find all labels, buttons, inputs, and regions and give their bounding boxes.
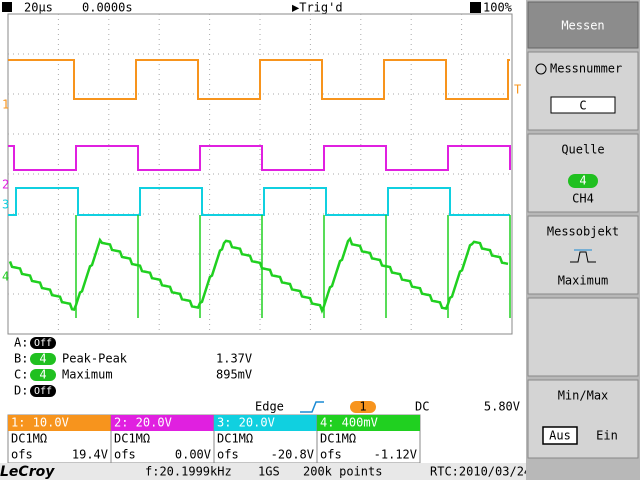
channel-coupling: DC1MΩ (320, 432, 356, 446)
offset-label: ofs (114, 448, 136, 462)
channel-marker: 3 (2, 198, 9, 212)
menu-value: C (579, 99, 586, 113)
measurements: A: Off B: 4 Peak-Peak 1.37V C: 4 Maximum… (14, 336, 252, 398)
slot: D: (14, 384, 28, 398)
delay: 0.0000s (82, 1, 133, 15)
trigger-level: 5.80V (484, 400, 520, 414)
value: 1.37V (216, 352, 252, 366)
option: Aus (549, 429, 571, 443)
off-pill (30, 337, 56, 349)
menu-item[interactable] (527, 51, 639, 131)
menu-value: CH4 (572, 192, 594, 206)
name: Peak-Peak (62, 352, 128, 366)
menu-item[interactable] (527, 133, 639, 213)
channel-scale: 3: 20.0V (217, 416, 275, 430)
status-bar: 20µs 0.0000s ▶Trig'd 100% (2, 1, 513, 22)
channel-boxes: 1: 10.0V DC1MΩ ofs 19.4V 2: 20.0V DC1MΩ ofs 0.0… (7, 414, 421, 464)
zoom-icon (470, 2, 481, 13)
off-pill (30, 385, 56, 397)
state: Off (34, 386, 52, 397)
channel-marker: 4 (2, 270, 9, 284)
option-selected[interactable] (542, 426, 578, 445)
trigger-level-marker: T (514, 83, 521, 97)
channel-header (111, 415, 214, 431)
waveform-ch2 (8, 145, 511, 171)
menu-channel: 4 (579, 174, 586, 188)
timebase-icon (2, 2, 12, 12)
value-box (550, 96, 616, 114)
knob-icon (535, 63, 547, 75)
footer-bg (0, 463, 640, 480)
menu-label: Messobjekt (547, 225, 619, 239)
object-icon (570, 251, 596, 263)
channel-offset: -1.12V (374, 448, 417, 462)
edge-icon (300, 401, 324, 413)
channel-header (8, 415, 111, 431)
trigger-state: ▶Trig'd (292, 1, 343, 15)
trigger-type: Edge (255, 400, 284, 414)
channel-offset: -20.8V (271, 448, 314, 462)
channel-marker: 1 (2, 98, 9, 112)
waveform-ch1 (8, 59, 510, 100)
menu-item[interactable] (527, 379, 639, 459)
offset-label: ofs (217, 448, 239, 462)
channel: 4 (39, 368, 46, 382)
channel-pill (30, 353, 56, 365)
name: Maximum (62, 368, 113, 382)
timebase: 20µs (24, 1, 53, 15)
channel-offset: 0.00V (175, 448, 211, 462)
record-length: 200k points (303, 465, 382, 479)
offset-label: ofs (11, 448, 33, 462)
waveform-ch4 (8, 236, 509, 314)
trigger-coupling: DC (415, 400, 429, 414)
trigger-source: 1 (359, 400, 366, 414)
value: 895mV (216, 368, 252, 382)
menu-item-empty[interactable] (527, 297, 639, 377)
channel-pill (30, 369, 56, 381)
channel-offset: 19.4V (72, 448, 108, 462)
channel-scale: 1: 10.0V (11, 416, 69, 430)
state: Off (34, 338, 52, 349)
channel-coupling: DC1MΩ (11, 432, 47, 446)
channel-marker: 2 (2, 178, 9, 192)
channel-header (317, 415, 420, 431)
channel-scale: 4: 400mV (320, 416, 378, 430)
menu-value: Maximum (558, 274, 609, 288)
source-pill (350, 401, 376, 413)
menu-label: Messnummer (550, 62, 622, 76)
plot-area (7, 13, 573, 335)
channel-header (214, 415, 317, 431)
slot: A: (14, 336, 28, 350)
zoom: 100% (483, 1, 513, 15)
channel: 4 (39, 352, 46, 366)
slot: C: (14, 368, 28, 382)
menu-label: Quelle (561, 143, 604, 157)
menu-item[interactable] (527, 215, 639, 295)
offset-label: ofs (320, 448, 342, 462)
menu-title-box[interactable] (527, 1, 639, 49)
channel-coupling: DC1MΩ (217, 432, 253, 446)
channel-scale: 2: 20.0V (114, 416, 172, 430)
sample-rate: 1GS (258, 465, 280, 479)
menu-title: Messen (561, 19, 604, 33)
trigger-info: Edge 1 DC 5.80V (255, 400, 520, 414)
waveform-ch3 (8, 187, 510, 216)
channel-pill (568, 174, 598, 188)
menu-label: Min/Max (558, 389, 609, 403)
brand: LeCroy (0, 464, 55, 480)
option[interactable]: Ein (596, 429, 618, 443)
channel-coupling: DC1MΩ (114, 432, 150, 446)
slot: B: (14, 352, 28, 366)
frequency: f:20.1999kHz (145, 465, 232, 479)
menu: Messen Messnummer C Quelle 4 CH4 Messobj… (526, 0, 640, 480)
